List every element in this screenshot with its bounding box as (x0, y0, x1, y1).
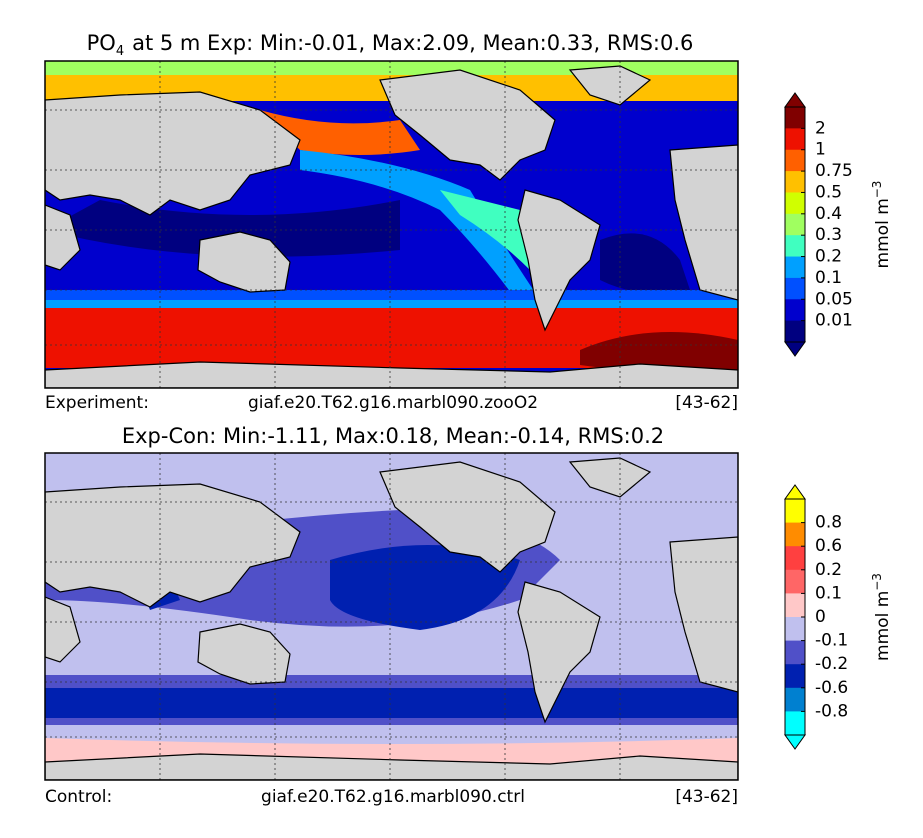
map-frame (44, 452, 739, 781)
footer-years: [43-62] (675, 393, 738, 413)
colorbar-tick-label: 0.4 (815, 204, 842, 224)
colorbar-bin (785, 569, 805, 594)
colorbar-extend (784, 484, 806, 500)
map-experiment (45, 61, 738, 388)
map-difference (45, 453, 738, 780)
colorbar-tick-label: 0 (815, 607, 826, 627)
colorbar-tick-label: 0.05 (815, 289, 853, 309)
colorbar-extend (784, 341, 806, 357)
colorbar-bin (785, 299, 805, 322)
colorbar-label-unit: mmol m (873, 198, 893, 268)
colorbar-label: mmol m−3 (870, 181, 893, 269)
colorbar-bin (785, 213, 805, 236)
panel-title: Exp-Con: Min:-1.11, Max:0.18, Mean:-0.14… (122, 424, 664, 448)
colorbar-bin (785, 235, 805, 258)
colorbar-bin (785, 320, 805, 343)
colorbar-tick-label: 0.3 (815, 225, 842, 245)
colorbar-bin (785, 499, 805, 524)
colorbar-tick-label: 0.5 (815, 182, 842, 202)
footer-label: Control: (45, 787, 112, 807)
colorbar-bin (785, 171, 805, 193)
colorbar-tick-label: 0.75 (815, 161, 853, 181)
colorbar-label-exponent: −3 (870, 573, 884, 591)
colorbar-bin (785, 664, 805, 689)
colorbar-label-exponent: −3 (870, 181, 884, 199)
colorbar-tick-label: 0.2 (815, 247, 842, 267)
footer-case: giaf.e20.T62.g16.marbl090.ctrl (261, 787, 525, 807)
footer-case: giaf.e20.T62.g16.marbl090.zooO2 (248, 393, 538, 413)
colorbar-tick-label: -0.6 (815, 678, 848, 698)
colorbar-bin (785, 546, 805, 571)
colorbar-bin (785, 687, 805, 712)
colorbar-bin (785, 256, 805, 279)
colorbar-bin (785, 107, 805, 129)
colorbar-bin (785, 149, 805, 172)
colorbar-bin (785, 277, 805, 300)
colorbar-tick-label: -0.8 (815, 701, 848, 721)
map-frame (44, 60, 739, 389)
colorbar-tick-label: 0.6 (815, 536, 842, 556)
colorbar-tick-label: 0.1 (815, 583, 842, 603)
panel-title: PO4 at 5 m Exp: Min:-0.01, Max:2.09, Mean… (87, 31, 694, 59)
colorbar-bin (785, 711, 805, 736)
colorbar-tick-label: 1 (815, 140, 826, 160)
colorbar-bin (785, 593, 805, 618)
colorbar-extend (784, 734, 806, 750)
colorbar-bin (785, 617, 805, 642)
colorbar-bin (785, 128, 805, 151)
colorbar-bin (785, 640, 805, 665)
colorbar-tick-label: 0.1 (815, 268, 842, 288)
colorbar-label-unit: mmol m (873, 591, 893, 661)
colorbar-tick-label: 0.2 (815, 560, 842, 580)
colorbar-tick-label: 0.01 (815, 311, 853, 331)
footer-years: [43-62] (675, 787, 738, 807)
colorbar-bin (785, 522, 805, 547)
colorbar-tick-label: 0.8 (815, 513, 842, 533)
footer-label: Experiment: (45, 393, 149, 413)
colorbar-frame (784, 106, 806, 343)
colorbar-tick-label: -0.1 (815, 631, 848, 651)
colorbar-extend (784, 92, 806, 108)
colorbar-bin (785, 192, 805, 215)
colorbar-tick-label: -0.2 (815, 654, 848, 674)
colorbar-tick-label: 2 (815, 118, 826, 138)
colorbar-label: mmol m−3 (870, 573, 893, 661)
